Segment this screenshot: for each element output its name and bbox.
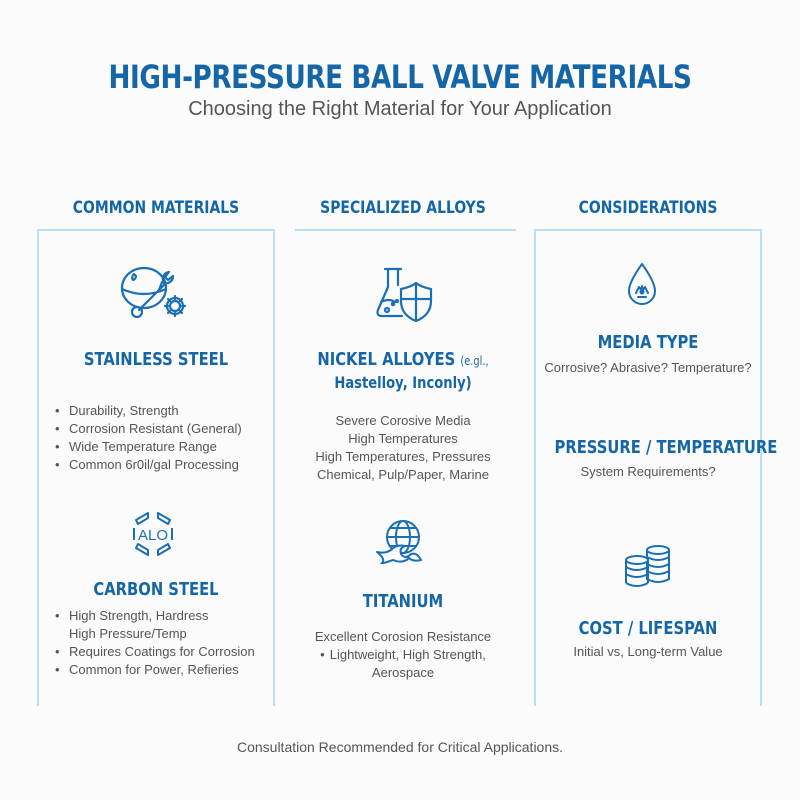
carbon-steel-list: High Strength, Hardress High Pressure/Te… [53,607,273,679]
detail-line: High Temperatures [348,431,458,446]
valve-wrench-gear-icon [117,262,189,322]
flask-shield-icon [375,266,437,326]
detail-line: Aerospace [371,665,435,680]
coin-stacks-icon [624,543,672,589]
nickel-alloys-note: (e.gl., [460,354,489,368]
list-item: Wide Temperature Range [53,438,273,456]
column-heading-considerations: CONSIDERATIONS [578,198,718,218]
carbon-steel-title: CARBON STEEL [93,579,219,600]
svg-text:ALO: ALO [138,527,168,544]
page-subtitle: Choosing the Right Material for Your App… [188,98,612,120]
list-item: Corrosion Resistant (General) [53,420,273,438]
page-title: HIGH-PRESSURE BALL VALVE MATERIALS [108,58,692,96]
cost-lifespan-title: COST / LIFESPAN [578,618,718,639]
cost-lifespan-details: Initial vs, Long-term Value [573,644,723,659]
detail-line: High Temperatures, Pressures [315,449,491,464]
titanium-details: Excellent Corosion Resistance • Lightweig… [290,628,516,682]
common-materials-panel [37,229,275,706]
footer-note: Consultation Recommended for Critical Ap… [236,739,564,755]
column-heading-common-materials: COMMON MATERIALS [72,198,240,218]
nickel-alloys-examples: Hastelloy, Inconly) [334,373,472,392]
list-item: High Strength, Hardress [53,607,273,625]
stainless-steel-list: Durability, Strength Corrosion Resistant… [53,402,273,474]
list-item: Common for Power, Refieries [53,661,273,679]
titanium-title: TITANIUM [362,591,444,612]
pressure-temperature-title: PRESSURE / TEMPERATURE [554,437,778,458]
detail-line: • Lightweight, High Strength, [320,647,486,662]
alo-hexagon-icon: ALO [130,510,176,558]
column-heading-specialized-alloys: SPECIALIZED ALLOYS [320,198,486,218]
globe-wave-icon [375,518,431,564]
considerations-panel [534,229,762,706]
nickel-alloys-title: NICKEL ALLOYES (e.gl., [317,349,489,370]
detail-line: Severe Corosive Media [335,413,471,428]
media-type-title: MEDIA TYPE [597,332,699,353]
pressure-temperature-details: System Requirements? [580,464,716,479]
nickel-alloys-details: Severe Corosive Media High Temperatures … [290,412,516,484]
list-item: Durability, Strength [53,402,273,420]
detail-line: Chemical, Pulp/Paper, Marine [317,467,489,482]
stainless-steel-title: STAINLESS STEEL [83,349,229,370]
list-item: Common 6r0il/gal Processing [53,456,273,474]
specialized-alloys-divider [295,229,516,231]
list-item: High Pressure/Temp [69,626,187,641]
media-type-details: Corrosive? Abrasive? Temperature? [544,360,752,375]
list-item: Requires Coatings for Corrosion [53,643,273,661]
detail-line: Excellent Corosion Resistance [314,629,492,644]
hazard-droplet-icon [627,262,657,306]
